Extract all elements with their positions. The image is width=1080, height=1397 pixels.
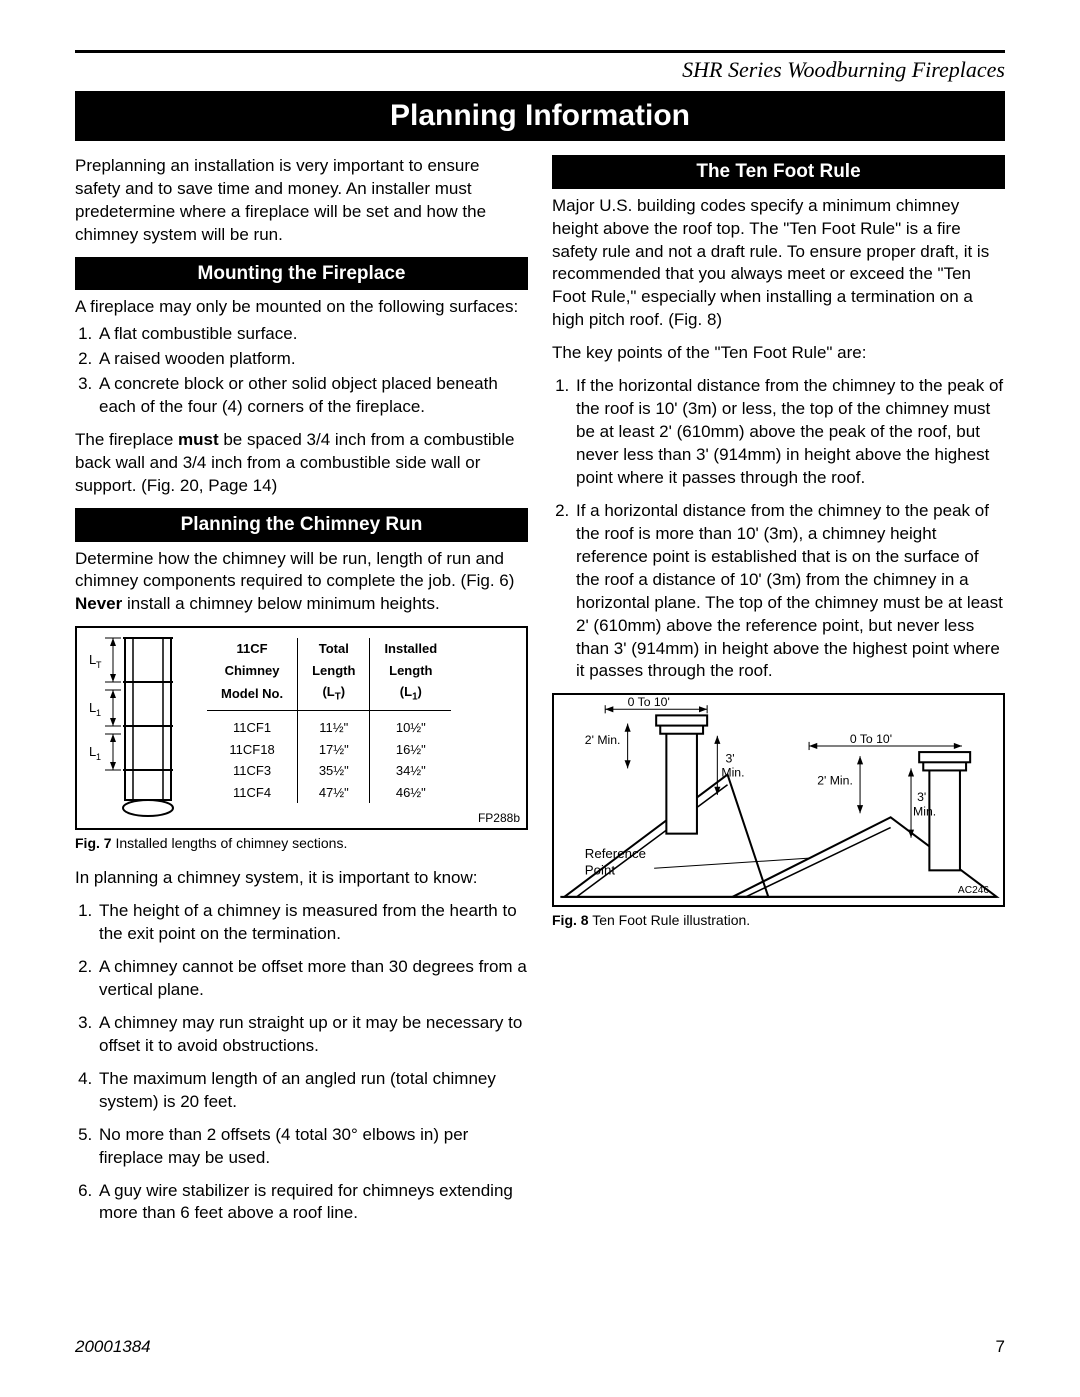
tenfoot-heading: The Ten Foot Rule <box>552 155 1005 189</box>
chimney-heading: Planning the Chimney Run <box>75 508 528 542</box>
svg-text:1: 1 <box>96 752 101 762</box>
figure-7-caption: Fig. 7 Installed lengths of chimney sect… <box>75 834 528 853</box>
list-item: The height of a chimney is measured from… <box>97 900 528 946</box>
list-item: A guy wire stabilizer is required for ch… <box>97 1180 528 1226</box>
mounting-list: A flat combustible surface. A raised woo… <box>75 323 528 419</box>
mounting-lead: A fireplace may only be mounted on the f… <box>75 296 528 319</box>
figure-8-caption: Fig. 8 Ten Foot Rule illustration. <box>552 911 1005 930</box>
intro-paragraph: Preplanning an installation is very impo… <box>75 155 528 247</box>
table-row: 11CF447½"46½" <box>207 782 451 804</box>
svg-text:Min.: Min. <box>721 766 744 780</box>
mounting-heading: Mounting the Fireplace <box>75 257 528 291</box>
tenfoot-list: If the horizontal distance from the chim… <box>552 375 1005 683</box>
svg-text:Min.: Min. <box>913 805 936 819</box>
svg-text:T: T <box>96 660 102 670</box>
ten-foot-rule-diagram-icon: 0 To 10' 2' Min. 3' Min. <box>554 695 1003 905</box>
table-row: 11CF1817½"16½" <box>207 739 451 761</box>
tenfoot-para1: Major U.S. building codes specify a mini… <box>552 195 1005 333</box>
list-item: No more than 2 offsets (4 total 30° elbo… <box>97 1124 528 1170</box>
planning-list: The height of a chimney is measured from… <box>75 900 528 1225</box>
svg-text:1: 1 <box>96 708 101 718</box>
svg-text:2' Min.: 2' Min. <box>585 733 621 747</box>
svg-text:Reference: Reference <box>585 846 646 861</box>
left-column: Preplanning an installation is very impo… <box>75 155 528 1235</box>
svg-text:0 To 10': 0 To 10' <box>628 696 670 710</box>
chimney-diagram-icon: LT L1 L1 <box>85 636 195 820</box>
planning-lead: In planning a chimney system, it is impo… <box>75 867 528 890</box>
mounting-note: The fireplace must be spaced 3/4 inch fr… <box>75 429 528 498</box>
chimney-lead: Determine how the chimney will be run, l… <box>75 548 528 617</box>
list-item: A flat combustible surface. <box>97 323 528 346</box>
doc-number: 20001384 <box>75 1337 151 1357</box>
table-row: 11CF335½"34½" <box>207 760 451 782</box>
table-header: (L1) <box>370 681 451 710</box>
right-column: The Ten Foot Rule Major U.S. building co… <box>552 155 1005 1235</box>
header-rule <box>75 50 1005 53</box>
list-item: If a horizontal distance from the chimne… <box>574 500 1005 684</box>
figure-code: FP288b <box>478 810 520 826</box>
figure-7-box: LT L1 L1 <box>75 626 528 830</box>
page-number: 7 <box>996 1337 1005 1357</box>
table-header: Length <box>298 660 370 682</box>
table-header: Installed <box>370 638 451 660</box>
list-item: If the horizontal distance from the chim… <box>574 375 1005 490</box>
table-row: 11CF111½"10½" <box>207 711 451 739</box>
main-banner: Planning Information <box>75 91 1005 141</box>
tenfoot-para2: The key points of the "Ten Foot Rule" ar… <box>552 342 1005 365</box>
page: SHR Series Woodburning Fireplaces Planni… <box>0 0 1080 1397</box>
svg-text:AC246: AC246 <box>958 885 989 896</box>
table-header: 11CF <box>207 638 298 660</box>
svg-text:Point: Point <box>585 863 616 878</box>
table-header: Total <box>298 638 370 660</box>
table-header: Length <box>370 660 451 682</box>
list-item: The maximum length of an angled run (tot… <box>97 1068 528 1114</box>
svg-text:3': 3' <box>725 752 734 766</box>
footer: 20001384 7 <box>75 1337 1005 1357</box>
svg-text:3': 3' <box>917 790 926 804</box>
header-title: SHR Series Woodburning Fireplaces <box>75 57 1005 83</box>
list-item: A raised wooden platform. <box>97 348 528 371</box>
list-item: A concrete block or other solid object p… <box>97 373 528 419</box>
list-item: A chimney may run straight up or it may … <box>97 1012 528 1058</box>
figure-8-box: 0 To 10' 2' Min. 3' Min. <box>552 693 1005 907</box>
table-header: Chimney <box>207 660 298 682</box>
table-header: (LT) <box>298 681 370 710</box>
svg-text:2' Min.: 2' Min. <box>817 774 853 788</box>
columns: Preplanning an installation is very impo… <box>75 155 1005 1235</box>
list-item: A chimney cannot be offset more than 30 … <box>97 956 528 1002</box>
table-header: Model No. <box>207 681 298 710</box>
chimney-table: 11CF Total Installed Chimney Length Leng… <box>207 638 451 803</box>
svg-text:0 To 10': 0 To 10' <box>850 732 892 746</box>
